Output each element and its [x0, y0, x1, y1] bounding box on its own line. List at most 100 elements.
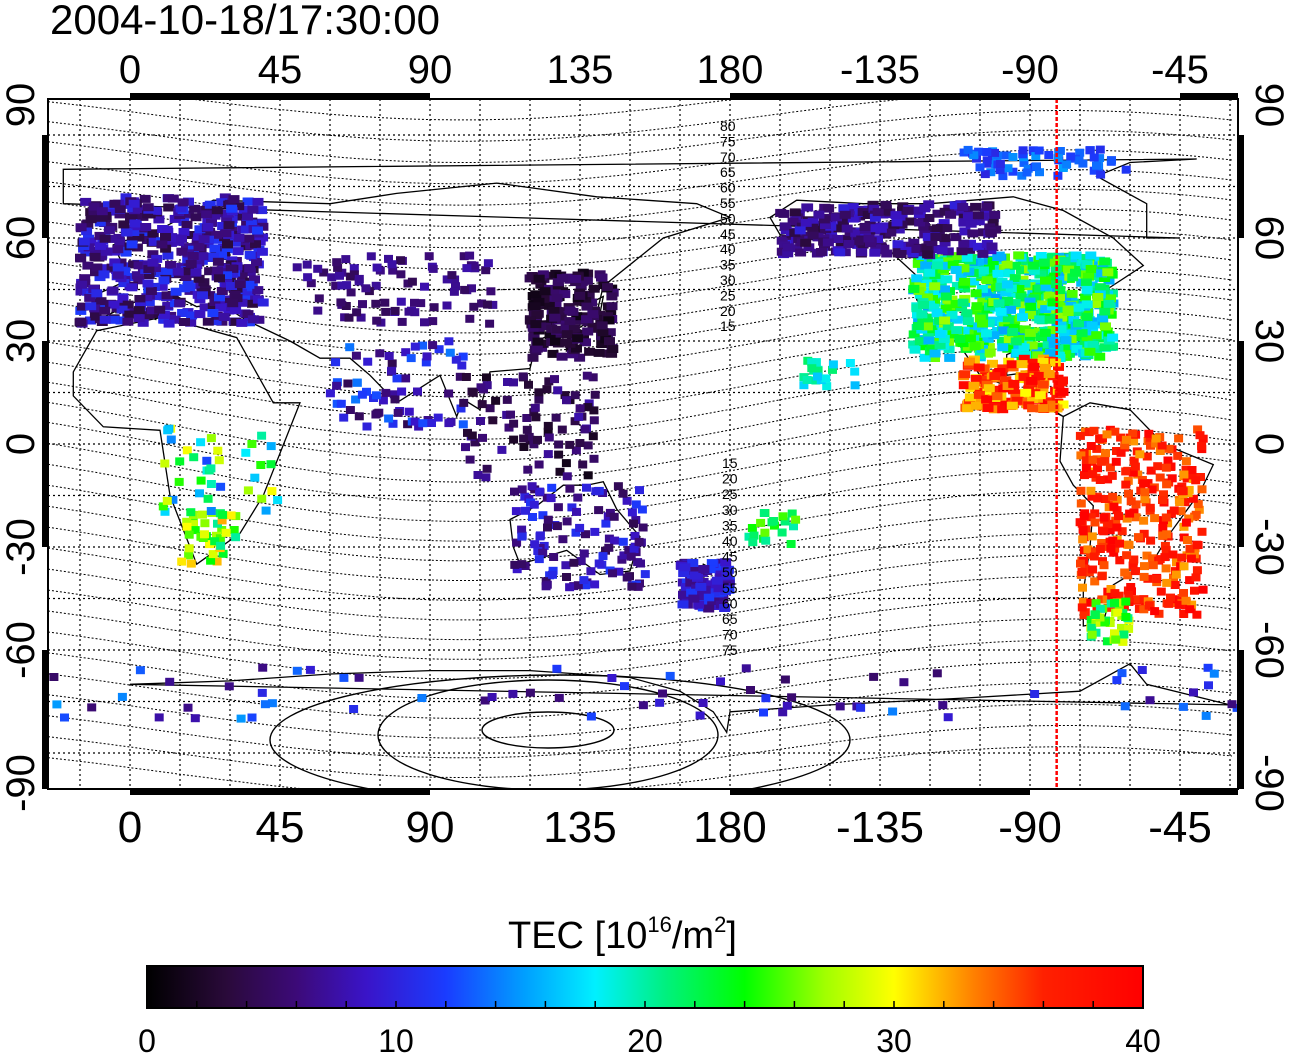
tec-cell: [236, 285, 248, 294]
tec-cell: [921, 243, 933, 252]
tec-cell: [1062, 160, 1072, 169]
top-longitude-tick: 90: [408, 48, 453, 92]
contour-label: 15: [720, 318, 736, 334]
tec-cell: [1175, 498, 1185, 507]
tec-cell: [182, 210, 194, 219]
tec-cell: [916, 255, 928, 264]
tec-cell: [1104, 519, 1114, 528]
tec-cell: [974, 314, 986, 323]
tec-cell: [1001, 260, 1013, 269]
tec-cell: [485, 319, 495, 328]
tec-cell: [1107, 156, 1116, 165]
contour-label: 60: [720, 180, 736, 196]
tec-cell: [458, 420, 468, 429]
tec-cell: [139, 194, 151, 203]
tec-cell: [429, 303, 439, 312]
tec-cell: [114, 205, 126, 214]
tec-cell: [339, 413, 349, 422]
tec-cell: [182, 446, 192, 455]
tec-cell: [142, 311, 154, 320]
axis-bar: [42, 135, 48, 238]
tec-cell: [807, 364, 817, 373]
tec-cell: [517, 532, 527, 541]
tec-cell: [602, 312, 614, 321]
tec-cell: [106, 263, 118, 272]
magnetic-contour: [48, 682, 1233, 739]
tec-cell: [341, 255, 351, 264]
tec-cell: [1112, 676, 1122, 685]
tec-cell: [556, 274, 568, 283]
tec-cell: [420, 318, 429, 327]
tec-cell: [80, 197, 92, 206]
tec-cell: [543, 450, 553, 459]
tec-cell: [685, 578, 697, 587]
tec-cell: [553, 386, 563, 395]
tec-cell: [313, 306, 323, 315]
tec-cell: [575, 404, 585, 413]
tec-cell: [393, 408, 403, 417]
tec-cell: [327, 273, 337, 282]
tec-cell: [91, 263, 103, 272]
tec-cell: [155, 267, 167, 276]
tec-cell: [247, 299, 258, 308]
tec-cell: [128, 199, 140, 208]
tec-cell: [1167, 474, 1177, 483]
tec-cell: [510, 487, 519, 496]
tec-cell: [1150, 607, 1160, 616]
tec-cell: [1095, 545, 1105, 553]
tec-cell: [1148, 554, 1158, 563]
tec-cell: [216, 198, 228, 207]
tec-cell: [252, 226, 263, 235]
tec-cell: [1017, 171, 1027, 180]
tec-cell: [1054, 293, 1065, 301]
tec-cell: [1139, 516, 1149, 525]
tec-cell: [1089, 552, 1099, 561]
tec-cell: [178, 228, 190, 236]
tec-cell: [162, 269, 174, 278]
tec-cell: [1066, 152, 1076, 161]
tec-cell: [744, 532, 754, 541]
axis-bar: [1180, 93, 1238, 99]
tec-cell: [640, 570, 650, 579]
contour-label: 15: [722, 455, 738, 471]
tec-cell: [527, 482, 537, 491]
tec-cell: [207, 302, 219, 311]
axis-bar: [1238, 650, 1244, 789]
tec-cell: [543, 523, 552, 532]
tec-cell: [1047, 326, 1059, 335]
tec-cell: [483, 259, 493, 268]
tec-cell: [186, 508, 196, 517]
tec-cell: [201, 210, 213, 219]
tec-cell: [579, 576, 589, 585]
tec-cell: [1161, 564, 1171, 573]
tec-cell: [488, 300, 498, 309]
top-longitude-tick: 135: [547, 48, 614, 92]
tec-cell: [717, 594, 729, 603]
contour-label: 30: [720, 272, 736, 288]
tec-cell: [267, 699, 277, 708]
tec-cell: [1053, 380, 1065, 389]
tec-cell: [1030, 690, 1040, 698]
magnetic-contour: [48, 661, 1233, 719]
tec-cell: [442, 301, 452, 310]
tec-cell: [218, 510, 228, 519]
tec-cell: [586, 567, 596, 576]
tec-cell: [1126, 497, 1136, 506]
tec-cell: [989, 372, 1001, 381]
tec-cell: [947, 260, 959, 269]
tec-cell: [560, 338, 572, 347]
tec-cell: [1177, 553, 1187, 562]
tec-cell: [533, 297, 545, 306]
tec-cell: [1150, 514, 1160, 523]
tec-cell: [242, 310, 254, 319]
tec-cell: [465, 251, 475, 260]
tec-cell: [88, 202, 100, 211]
tec-cell: [970, 401, 982, 410]
tec-cell: [154, 305, 166, 314]
tec-cell: [1190, 586, 1199, 595]
tec-cell: [1099, 257, 1111, 266]
tec-cell: [596, 321, 608, 330]
tec-cell: [1116, 433, 1126, 442]
tec-cell: [847, 203, 859, 212]
tec-cell: [1099, 513, 1109, 522]
